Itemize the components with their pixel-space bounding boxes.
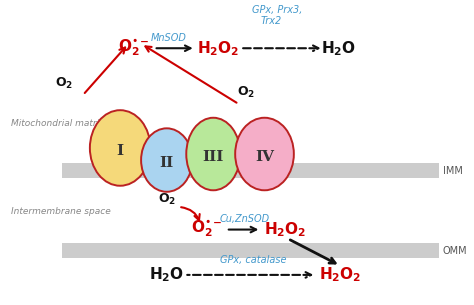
Text: $\mathbf{O_2}$: $\mathbf{O_2}$ [55,75,73,91]
Text: Trx2: Trx2 [261,16,282,26]
Text: $\mathbf{O_2^{•-}}$: $\mathbf{O_2^{•-}}$ [191,219,222,240]
Text: $\mathbf{H_2O}$: $\mathbf{H_2O}$ [149,266,184,284]
Ellipse shape [90,110,150,186]
Text: GPx, catalase: GPx, catalase [219,255,286,265]
Text: I: I [117,144,124,158]
Text: Intermembrane space: Intermembrane space [11,207,110,216]
Text: $\mathbf{O_2^{•-}}$: $\mathbf{O_2^{•-}}$ [118,38,150,59]
Text: III: III [202,150,224,164]
Text: IMM: IMM [443,166,463,176]
Text: $\mathbf{H_2O}$: $\mathbf{H_2O}$ [321,39,356,58]
Ellipse shape [141,128,192,192]
Text: MnSOD: MnSOD [151,33,187,43]
Text: $\mathbf{H_2O_2}$: $\mathbf{H_2O_2}$ [197,39,239,58]
FancyBboxPatch shape [62,163,439,178]
Text: Mitochondrial matrix: Mitochondrial matrix [11,119,104,128]
Text: $\mathbf{H_2O_2}$: $\mathbf{H_2O_2}$ [264,220,307,239]
Text: OMM: OMM [443,246,467,256]
Ellipse shape [186,118,240,190]
Text: $\mathbf{O_2}$: $\mathbf{O_2}$ [158,192,176,207]
Text: Cu,ZnSOD: Cu,ZnSOD [219,214,270,224]
Text: II: II [160,156,174,170]
Ellipse shape [235,118,294,190]
Text: IV: IV [255,150,274,164]
Text: $\mathbf{H_2O_2}$: $\mathbf{H_2O_2}$ [319,266,362,284]
Text: $\mathbf{O_2}$: $\mathbf{O_2}$ [237,84,255,100]
FancyBboxPatch shape [62,243,439,258]
Text: GPx, Prx3,: GPx, Prx3, [252,5,303,15]
